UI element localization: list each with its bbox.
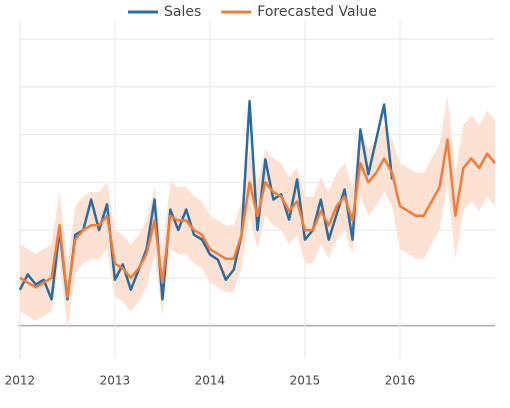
legend: Sales Forecasted Value — [128, 4, 377, 20]
x-tick-label: 2016 — [385, 374, 416, 388]
x-tick-label: 2015 — [290, 374, 321, 388]
x-tick-label: 2012 — [5, 374, 36, 388]
x-tick-label: 2013 — [100, 374, 131, 388]
legend-label[interactable]: Forecasted Value — [257, 4, 377, 20]
x-tick-label: 2014 — [195, 374, 226, 388]
legend-label[interactable]: Sales — [164, 4, 201, 20]
series-line — [19, 138, 496, 299]
